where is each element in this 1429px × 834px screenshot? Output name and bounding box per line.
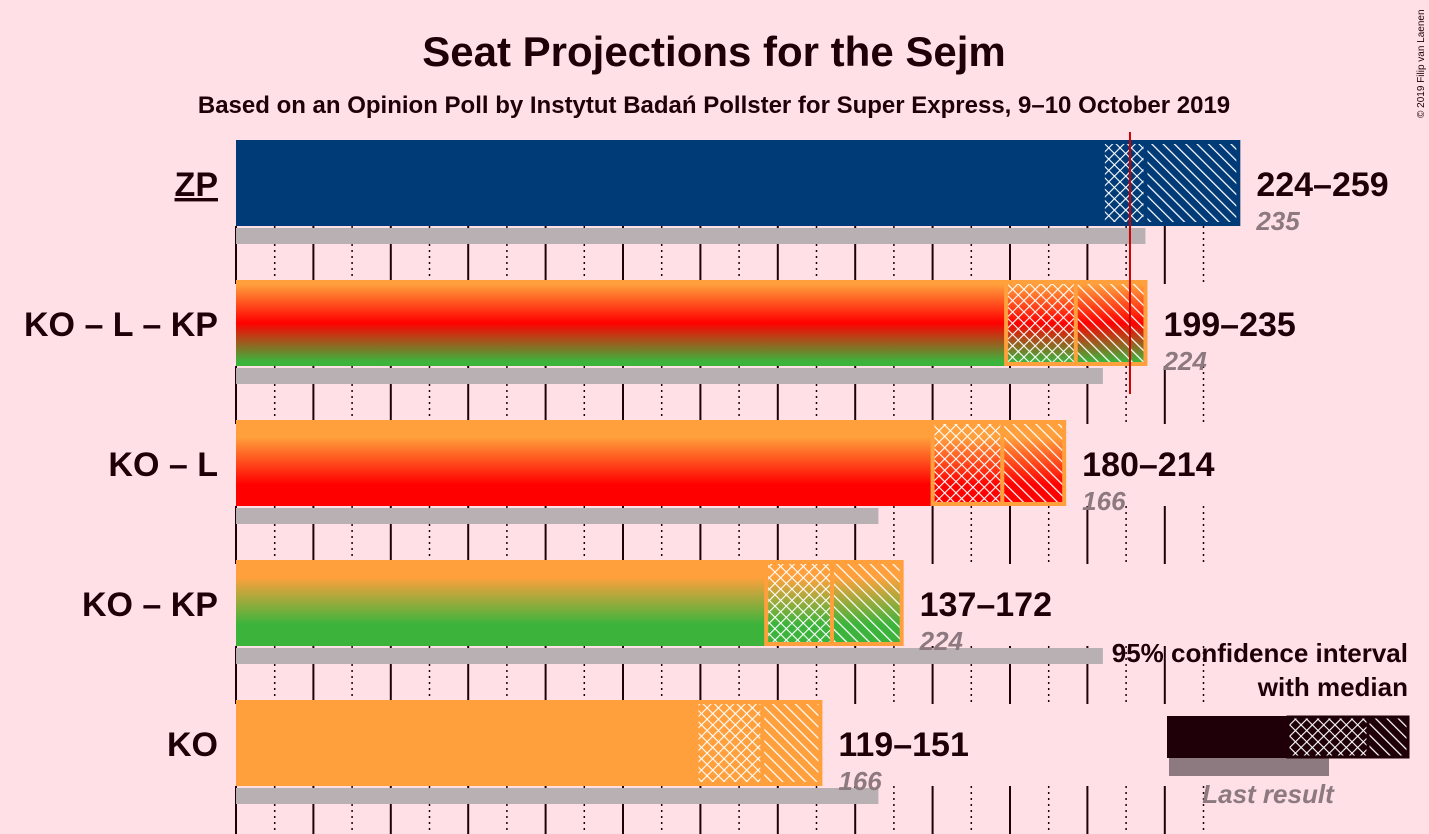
last-result-bar	[236, 648, 1103, 664]
ci-lower-hatch	[766, 560, 832, 646]
ci-lower-hatch	[696, 700, 763, 786]
copyright-notice: © 2019 Filip van Laenen	[1416, 9, 1427, 118]
last-result-bar	[236, 508, 879, 524]
party-label: KO – L – KP	[24, 306, 218, 344]
party-label: KO – L	[108, 446, 218, 484]
last-result-label: 235	[1255, 206, 1300, 236]
legend-median-label: with median	[1257, 672, 1408, 702]
ci-upper-hatch	[831, 560, 902, 646]
ci-lower-hatch	[932, 420, 1003, 506]
ci-outline	[930, 420, 1067, 506]
projection-bar	[236, 140, 1103, 226]
last-result-label: 224	[919, 626, 964, 656]
last-result-bar	[236, 368, 1103, 384]
last-result-bar	[236, 788, 879, 804]
ci-outline	[1100, 140, 1241, 226]
legend-ci-lower-hatch	[1288, 716, 1368, 758]
legend-last-result-label: Last result	[1202, 779, 1335, 809]
legend-ci-label: 95% confidence interval	[1112, 638, 1408, 668]
party-label: ZP	[175, 166, 218, 204]
projection-bar	[236, 560, 767, 646]
range-label: 180–214	[1082, 446, 1214, 484]
last-result-label: 166	[838, 766, 882, 796]
chart-subtitle: Based on an Opinion Poll by Instytut Bad…	[198, 92, 1230, 119]
projection-bar	[236, 700, 697, 786]
last-result-bar	[236, 228, 1146, 244]
legend-ci-outline	[1286, 715, 1410, 759]
last-result-label: 224	[1162, 346, 1207, 376]
projection-bar	[236, 420, 933, 506]
legend: 95% confidence interval with median Last…	[1112, 638, 1410, 809]
party-label: KO	[167, 726, 218, 764]
ci-outline	[694, 700, 823, 786]
range-label: 199–235	[1163, 306, 1295, 344]
ci-upper-hatch	[1075, 280, 1146, 366]
chart-title: Seat Projections for the Sejm	[422, 28, 1006, 75]
range-label: 119–151	[838, 726, 969, 764]
range-label: 137–172	[920, 586, 1052, 624]
last-result-label: 166	[1082, 486, 1126, 516]
party-label: KO – KP	[82, 586, 218, 624]
ci-lower-hatch	[1102, 140, 1146, 226]
ci-upper-hatch	[1145, 140, 1239, 226]
ci-lower-hatch	[1006, 280, 1076, 366]
projection-bar	[236, 280, 1007, 366]
ci-upper-hatch	[762, 700, 821, 786]
ci-upper-hatch	[1002, 420, 1065, 506]
range-label: 224–259	[1256, 166, 1388, 204]
legend-ci-upper-hatch	[1368, 716, 1409, 758]
